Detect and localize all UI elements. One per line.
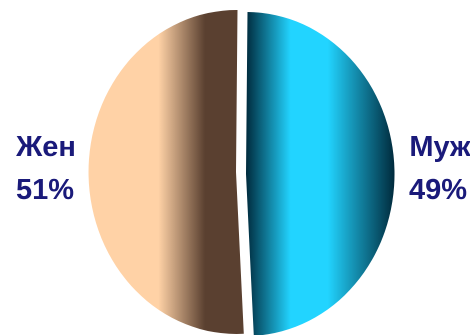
pie-slice-male — [246, 12, 395, 335]
slice-label-female: Жен — [15, 131, 76, 163]
slice-value-male: 49% — [409, 174, 467, 206]
slice-label-male: Муж — [409, 131, 470, 163]
slice-value-female: 51% — [16, 174, 74, 206]
pie-slice-female — [88, 9, 244, 334]
